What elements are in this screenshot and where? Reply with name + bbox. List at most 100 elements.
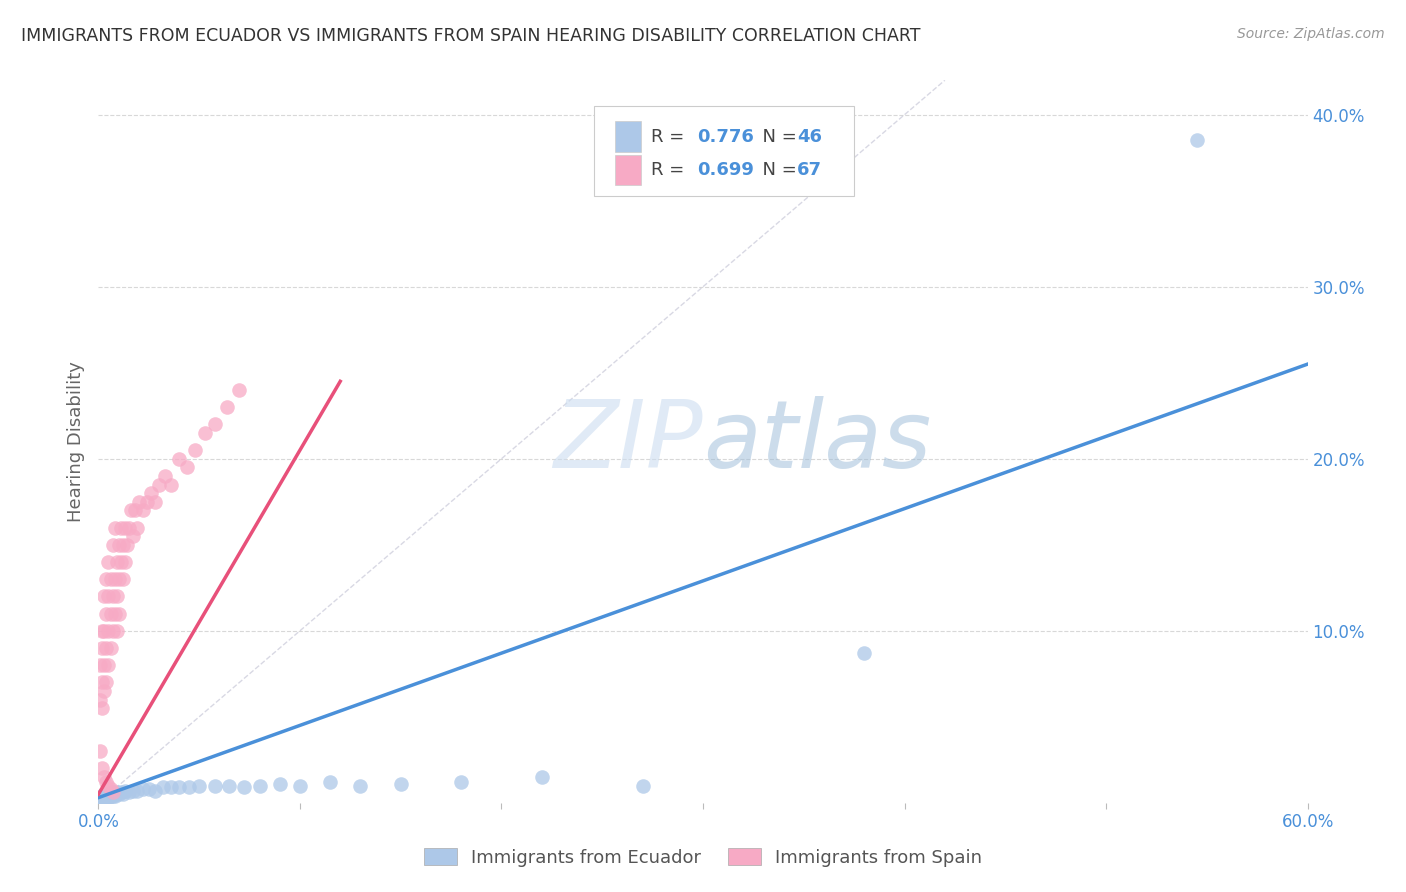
Point [91,624,114,638]
Text: IMMIGRANTS FROM ECUADOR VS IMMIGRANTS FROM SPAIN HEARING DISABILITY CORRELATION : IMMIGRANTS FROM ECUADOR VS IMMIGRANTS FR… [21,27,921,45]
Point [120,503,142,517]
Point [148,477,170,491]
Point [103,787,125,801]
Point [152,780,174,795]
Point [139,486,162,500]
Point [89,792,111,806]
Point [194,425,217,440]
FancyBboxPatch shape [614,121,641,152]
FancyBboxPatch shape [614,154,641,185]
Point [96,640,118,655]
Point [96,775,118,789]
Point [115,538,138,552]
Point [96,607,118,621]
Point [103,520,125,534]
Point [269,777,291,791]
Point [105,590,128,604]
Point [450,775,472,789]
Text: ZIP: ZIP [554,396,703,487]
Text: atlas: atlas [703,396,931,487]
Point [143,784,166,798]
Point [91,675,114,690]
Point [91,701,114,715]
Point [91,761,114,775]
Point [121,529,143,543]
Point [97,590,120,604]
Point [179,780,201,795]
Point [118,520,141,534]
Point [105,624,128,638]
Point [91,640,114,655]
Point [100,782,122,797]
Point [249,779,271,793]
Point [100,572,122,586]
Point [138,782,160,797]
Point [96,790,118,805]
Point [97,624,120,638]
Point [128,494,150,508]
Point [132,503,155,517]
Point [153,469,176,483]
Point [100,607,122,621]
Y-axis label: Hearing Disability: Hearing Disability [66,361,84,522]
Point [97,779,120,793]
Point [125,520,148,534]
Point [389,777,412,791]
Point [160,477,183,491]
Point [96,572,118,586]
Point [101,785,124,799]
Point [125,784,148,798]
Point [124,503,146,517]
Point [110,520,132,534]
Point [97,555,120,569]
Point [184,443,207,458]
Point [118,785,141,799]
Point [853,646,876,660]
Point [96,789,118,803]
Point [101,789,124,803]
Point [232,780,254,795]
Text: Source: ZipAtlas.com: Source: ZipAtlas.com [1237,27,1385,41]
Point [110,785,132,799]
Point [114,784,136,798]
Point [319,775,342,789]
Point [132,782,155,797]
Point [107,572,129,586]
Point [204,417,226,432]
Point [93,792,115,806]
Point [93,624,115,638]
Point [114,555,136,569]
Point [93,787,115,801]
Point [110,555,132,569]
Point [135,494,157,508]
Text: N =: N = [751,128,803,145]
Text: 46: 46 [797,128,823,145]
Point [101,624,124,638]
Point [167,451,190,466]
Point [93,770,115,784]
Point [103,789,125,803]
Text: 67: 67 [797,161,823,178]
Point [100,787,122,801]
Point [93,658,115,673]
Point [105,785,128,799]
Point [167,780,190,795]
Point [96,675,118,690]
Text: R =: R = [651,161,690,178]
Point [349,779,371,793]
Point [121,784,143,798]
Point [107,538,129,552]
Point [160,780,183,795]
Text: 0.699: 0.699 [697,161,754,178]
Point [105,555,128,569]
Point [103,572,125,586]
Point [218,779,240,793]
Point [1185,133,1208,147]
Point [101,590,124,604]
Legend: Immigrants from Ecuador, Immigrants from Spain: Immigrants from Ecuador, Immigrants from… [416,841,990,874]
Point [93,684,115,698]
Point [143,494,166,508]
Point [89,658,111,673]
Point [111,538,134,552]
Point [100,789,122,803]
